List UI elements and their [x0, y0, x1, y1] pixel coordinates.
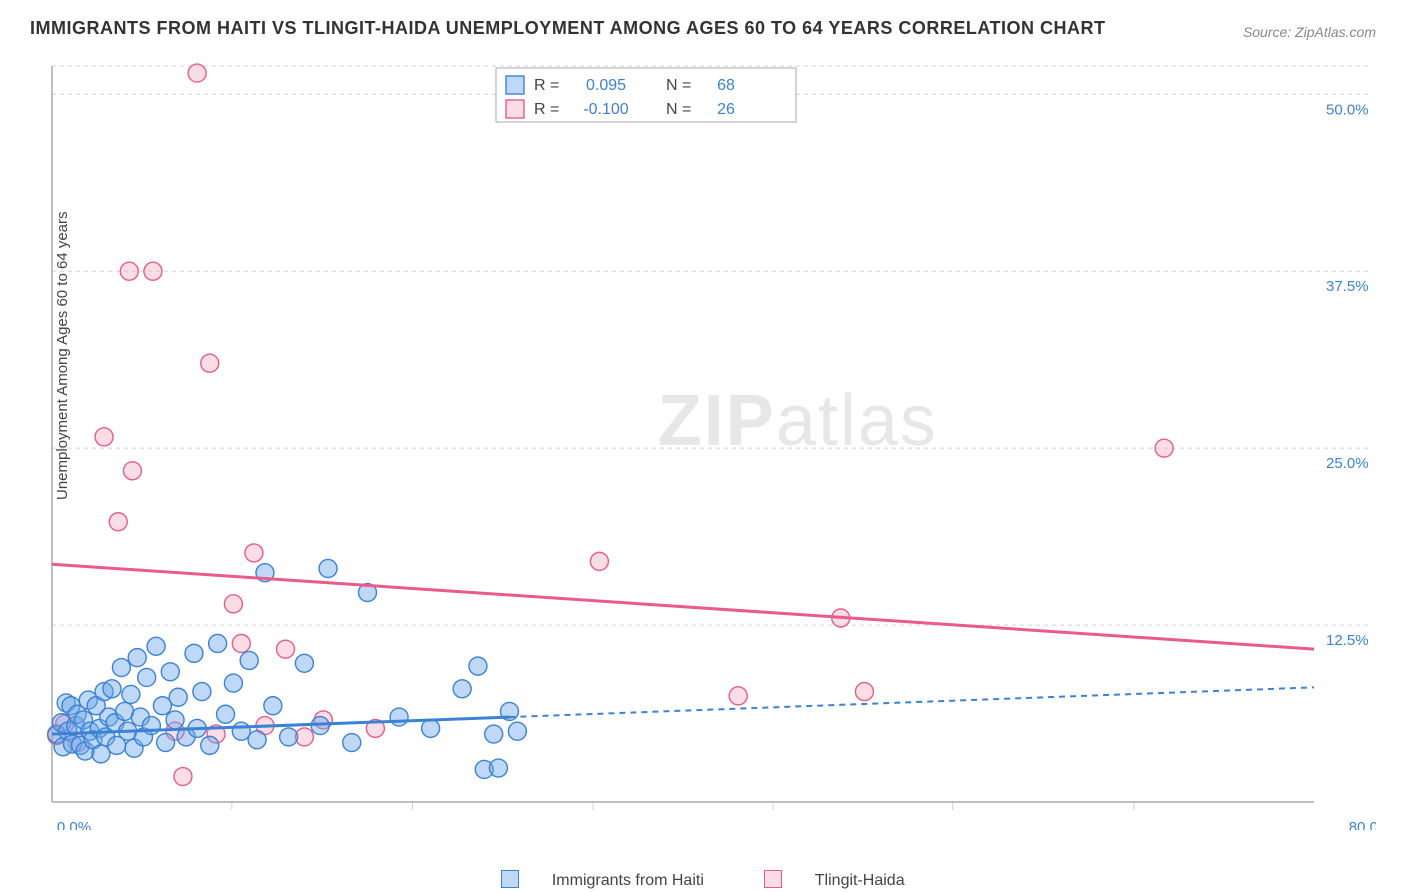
legend-item-series2: Tlingit-Haida: [750, 872, 918, 889]
svg-text:26: 26: [717, 101, 735, 118]
data-point: [138, 668, 156, 686]
watermark: ZIPatlas: [658, 381, 938, 461]
data-point: [453, 680, 471, 698]
data-point: [1155, 439, 1173, 457]
data-point: [209, 634, 227, 652]
data-point: [201, 354, 219, 372]
data-point: [390, 708, 408, 726]
data-point: [590, 552, 608, 570]
svg-text:50.0%: 50.0%: [1326, 101, 1369, 118]
svg-text:N =: N =: [666, 77, 691, 94]
data-point: [232, 722, 250, 740]
data-point: [147, 637, 165, 655]
data-point: [245, 544, 263, 562]
data-point: [232, 634, 250, 652]
data-point: [169, 688, 187, 706]
legend-swatch-series2: [764, 870, 782, 888]
data-point: [855, 683, 873, 701]
data-point: [157, 734, 175, 752]
data-point: [485, 725, 503, 743]
scatter-plot: 12.5% 25.0% 37.5% 50.0% ZIPatlas 0.0% 80.0% R =…: [46, 60, 1376, 830]
data-point: [224, 595, 242, 613]
svg-text:12.5%: 12.5%: [1326, 632, 1369, 649]
data-point: [469, 657, 487, 675]
data-point: [193, 683, 211, 701]
data-point: [161, 663, 179, 681]
data-point: [188, 64, 206, 82]
svg-text:-0.100: -0.100: [583, 101, 628, 118]
legend-label-series1: Immigrants from Haiti: [552, 872, 704, 889]
data-point: [264, 697, 282, 715]
legend-swatch-series1: [501, 870, 519, 888]
svg-text:80.0%: 80.0%: [1349, 819, 1376, 830]
data-point: [95, 428, 113, 446]
data-point: [122, 685, 140, 703]
data-point: [166, 711, 184, 729]
data-point: [128, 649, 146, 667]
data-point: [144, 262, 162, 280]
svg-text:0.0%: 0.0%: [57, 819, 91, 830]
svg-text:R =: R =: [534, 101, 559, 118]
svg-text:R =: R =: [534, 77, 559, 94]
data-point: [729, 687, 747, 705]
svg-text:0.095: 0.095: [586, 77, 626, 94]
data-point: [224, 674, 242, 692]
data-point: [109, 513, 127, 531]
svg-text:68: 68: [717, 77, 735, 94]
data-point: [92, 745, 110, 763]
data-point: [295, 654, 313, 672]
data-point: [343, 734, 361, 752]
legend-stats: R = 0.095 N = 68 R = -0.100 N = 26: [496, 68, 796, 122]
chart-area: Unemployment Among Ages 60 to 64 years 1…: [46, 60, 1376, 830]
data-point: [319, 559, 337, 577]
chart-title: IMMIGRANTS FROM HAITI VS TLINGIT-HAIDA U…: [30, 18, 1106, 39]
data-point: [201, 736, 219, 754]
data-point: [185, 644, 203, 662]
trendline-series1-ext: [509, 687, 1314, 717]
legend-bottom: Immigrants from Haiti Tlingit-Haida: [0, 870, 1406, 890]
data-point: [422, 719, 440, 737]
data-point: [103, 680, 121, 698]
data-point: [489, 759, 507, 777]
svg-text:N =: N =: [666, 101, 691, 118]
legend-label-series2: Tlingit-Haida: [815, 872, 905, 889]
svg-text:37.5%: 37.5%: [1326, 278, 1369, 295]
data-point: [123, 462, 141, 480]
source-citation: Source: ZipAtlas.com: [1243, 24, 1376, 40]
data-point: [280, 728, 298, 746]
data-point: [508, 722, 526, 740]
data-point: [120, 262, 138, 280]
data-point: [276, 640, 294, 658]
data-point: [248, 731, 266, 749]
svg-text:25.0%: 25.0%: [1326, 455, 1369, 472]
legend-item-series1: Immigrants from Haiti: [487, 872, 722, 889]
data-point: [240, 651, 258, 669]
data-point: [217, 705, 235, 723]
data-point: [112, 659, 130, 677]
data-point: [153, 697, 171, 715]
data-point: [174, 768, 192, 786]
